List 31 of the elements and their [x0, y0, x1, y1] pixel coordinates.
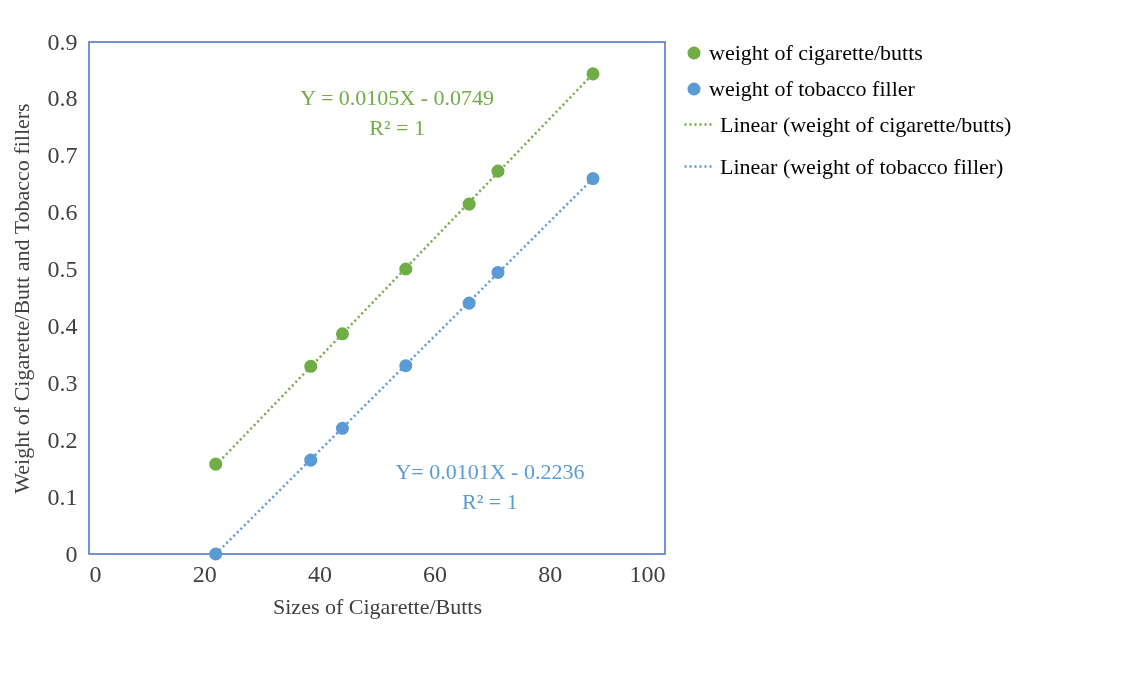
y-tick-label: 0.2	[47, 426, 78, 453]
point	[209, 547, 223, 561]
legend-label: weight of cigarette/butts	[709, 40, 923, 65]
y-tick-label: 0.3	[47, 369, 78, 396]
point	[586, 67, 600, 81]
point	[209, 457, 223, 471]
y-axis-title: Weight of Cigarette/Butt and Tobacco fillers	[8, 103, 34, 494]
y-tick-label: 0.5	[47, 256, 78, 283]
y-tick-label: 0.4	[47, 312, 78, 339]
x-axis-title: Sizes of Cigarette/Butts	[273, 593, 482, 619]
annotation: Y= 0.0101X - 0.2236 R² = 1	[395, 459, 585, 515]
point	[491, 265, 505, 279]
x-tick-label: 0	[89, 560, 102, 587]
y-tick-label: 0.8	[47, 85, 78, 112]
x-tick-label: 100	[629, 560, 666, 587]
x-tick-label: 80	[538, 560, 563, 587]
x-tick-label: 20	[192, 560, 217, 587]
point	[586, 172, 600, 186]
y-tick-label: 0	[65, 540, 78, 567]
point	[335, 327, 349, 341]
y-tick-label: 0.1	[47, 483, 78, 510]
annotation: Y = 0.0105X - 0.0749 R² = 1	[300, 85, 495, 141]
y-tick-label: 0.7	[47, 142, 78, 169]
legend-label: weight of tobacco filler	[709, 76, 916, 101]
x-tick-label: 40	[307, 560, 332, 587]
y-tick-label: 0.9	[47, 28, 78, 55]
x-tick-label: 60	[423, 560, 448, 587]
y-tick-label: 0.6	[47, 199, 78, 226]
point	[304, 453, 318, 467]
legend-label: Linear (weight of tobacco filler)	[720, 153, 1004, 179]
legend-label: Linear (weight of cigarette/butts)	[720, 111, 1012, 137]
